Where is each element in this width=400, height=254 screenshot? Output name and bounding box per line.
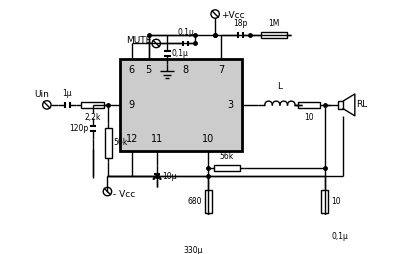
Text: RL: RL (356, 100, 368, 109)
Text: L: L (278, 83, 282, 91)
Text: 56k: 56k (113, 138, 128, 147)
Text: 56k: 56k (220, 152, 234, 161)
Text: 1µ: 1µ (62, 89, 72, 98)
Text: 330µ: 330µ (184, 246, 203, 254)
Text: 5: 5 (146, 65, 152, 75)
Bar (120, 59, 242, 151)
Text: 11: 11 (151, 134, 163, 144)
Text: Uin: Uin (34, 90, 49, 99)
Text: 120p: 120p (70, 124, 89, 133)
Text: 0,1µ: 0,1µ (171, 49, 188, 58)
Text: 12: 12 (126, 134, 138, 144)
Text: 9: 9 (129, 100, 135, 110)
Text: MUTE: MUTE (126, 36, 151, 45)
Bar (105, 128, 112, 158)
Bar (338, 101, 343, 109)
Text: 10µ: 10µ (162, 172, 177, 181)
Text: 0,1µ: 0,1µ (177, 28, 194, 37)
Text: 7: 7 (218, 65, 224, 75)
Bar (298, 102, 320, 108)
Text: 18p: 18p (233, 19, 248, 28)
Bar (80, 102, 104, 108)
Text: 0,1µ: 0,1µ (331, 232, 348, 242)
Bar (205, 190, 212, 213)
Text: 10: 10 (304, 113, 314, 122)
Bar (214, 165, 240, 171)
Text: 10: 10 (202, 134, 214, 144)
Bar (321, 190, 328, 213)
Text: 10: 10 (331, 197, 341, 206)
Text: 2,2k: 2,2k (84, 113, 100, 122)
Bar (262, 32, 287, 38)
Text: 6: 6 (129, 65, 135, 75)
Text: +Vcc: +Vcc (221, 11, 245, 20)
Text: 8: 8 (183, 65, 189, 75)
Text: - Vcc: - Vcc (113, 190, 136, 199)
Text: 680: 680 (187, 197, 202, 206)
Text: 1M: 1M (268, 19, 280, 28)
Text: 3: 3 (227, 100, 233, 110)
